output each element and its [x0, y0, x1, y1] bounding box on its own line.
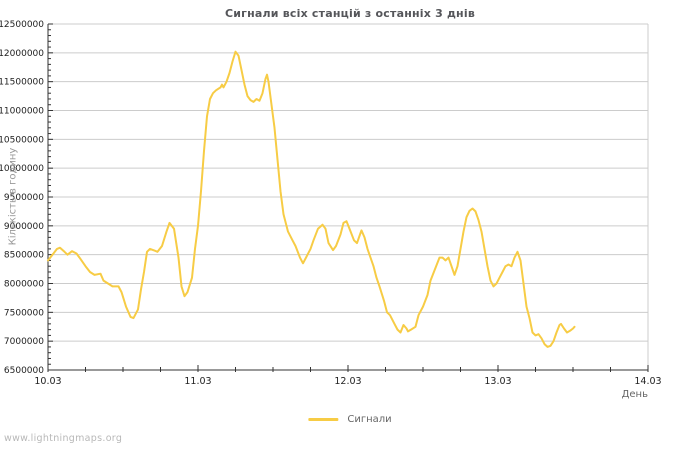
- svg-text:13.03: 13.03: [484, 376, 511, 387]
- svg-text:12500000: 12500000: [0, 20, 44, 30]
- svg-text:11000000: 11000000: [0, 107, 44, 117]
- y-tick-labels: 6500000 7000000 7500000 8000000 8500000 90000…: [0, 20, 44, 376]
- x-axis-title: День: [621, 389, 648, 400]
- legend: Сигнали: [308, 414, 392, 425]
- svg-text:10000000: 10000000: [0, 164, 44, 174]
- svg-text:8500000: 8500000: [4, 251, 44, 261]
- chart-title: Сигнали всіх станцій з останніх 3 днів: [225, 7, 475, 20]
- svg-text:10500000: 10500000: [0, 135, 44, 145]
- svg-text:7000000: 7000000: [4, 337, 44, 347]
- watermark-link: www.lightningmaps.org: [4, 433, 123, 444]
- legend-series-label: Сигнали: [347, 414, 392, 425]
- svg-text:12.03: 12.03: [334, 376, 361, 387]
- svg-text:7500000: 7500000: [4, 308, 44, 318]
- signals-series-line: [47, 50, 576, 348]
- svg-text:6500000: 6500000: [4, 366, 44, 376]
- y-axis-title: Кількість в годину: [7, 147, 19, 246]
- svg-text:8000000: 8000000: [4, 280, 44, 290]
- y-gridlines: [48, 23, 648, 342]
- x-tick-labels: 10.03 11.03 12.03 13.03 14.03: [34, 376, 661, 387]
- svg-text:14.03: 14.03: [634, 376, 661, 387]
- svg-text:11500000: 11500000: [0, 78, 44, 88]
- svg-text:11.03: 11.03: [184, 376, 211, 387]
- x-axis-ticks: [47, 365, 649, 372]
- axis-lines: [47, 24, 648, 371]
- svg-text:10.03: 10.03: [34, 376, 61, 387]
- svg-text:12000000: 12000000: [0, 49, 44, 59]
- svg-text:9500000: 9500000: [4, 193, 44, 203]
- y-axis-ticks: [48, 23, 53, 371]
- svg-text:9000000: 9000000: [4, 222, 44, 232]
- legend-line-swatch: [308, 418, 339, 421]
